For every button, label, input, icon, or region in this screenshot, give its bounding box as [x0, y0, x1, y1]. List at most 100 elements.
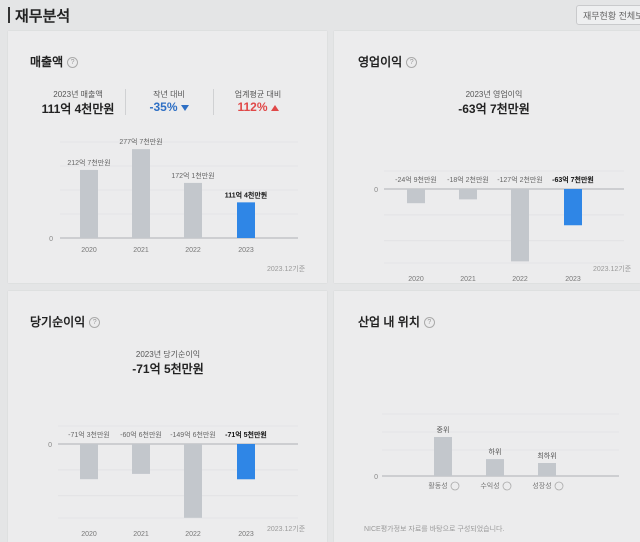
bar-2020: [407, 189, 425, 204]
bar-2022: [511, 189, 529, 262]
data-label: 277억 7천만원: [119, 137, 162, 146]
x-tick-label: 2023: [238, 247, 254, 254]
revenue-title-text: 매출액: [30, 55, 64, 69]
financial-overview-link[interactable]: 재무현황 전체보기: [576, 5, 640, 25]
data-label: 111억 4천만원: [225, 190, 268, 199]
yoy-value: -35%: [129, 100, 209, 114]
industry-avg-label: 업계평균 대비: [234, 90, 282, 99]
bar-2023: [237, 202, 255, 238]
help-icon: [450, 481, 460, 491]
title-accent-bar: [8, 7, 10, 23]
revenue-chart-plot: 0 212억 7천만원 2020 277억 7천만원 2021 172억 1천만원 2022…: [49, 137, 298, 254]
data-label: -24억 9천만원: [395, 175, 437, 184]
net-income-card: 당기순이익? 2023년 당기순이익 -71억 5천만원 0 -71억 3천만원 2…: [8, 291, 327, 542]
bar-2023: [564, 189, 582, 226]
page-header: 재무분석 재무현황 전체보기: [0, 0, 640, 30]
x-tick-label: 2023: [565, 276, 581, 281]
net-income-title-text: 당기순이익: [30, 315, 86, 329]
stat-divider: [125, 89, 126, 115]
x-tick-label: 2022: [185, 531, 201, 536]
x-tick-label: 2021: [133, 247, 149, 254]
bar-2022: [184, 182, 202, 238]
net-income-chart: 0 -71억 3천만원 2020 -60억 6천만원 2021 -149억 6천만원 202…: [48, 425, 298, 536]
x-tick-label: 2022: [185, 247, 201, 254]
data-label: -149억 6천만원: [170, 430, 216, 439]
bar-2021: [132, 444, 150, 474]
page-title: 재무분석: [15, 8, 71, 25]
y-tick-label: 0: [374, 474, 378, 481]
help-icon: [554, 481, 564, 491]
arrow-up-icon: [270, 104, 279, 111]
x-tick-label: 활동성: [428, 481, 447, 490]
bar-2022: [184, 444, 202, 518]
data-label: 212억 7천만원: [67, 158, 110, 167]
level-label: 중위: [437, 426, 450, 434]
y-tick-label: 0: [49, 236, 53, 243]
net-income-chart-plot: 0 -71억 3천만원 2020 -60억 6천만원 2021 -149억 6천만원 202…: [48, 425, 298, 536]
x-tick-label: 성장성: [532, 481, 551, 490]
x-tick-label: 2021: [460, 276, 476, 281]
net-income-summary-label: 2023년 당기순이익: [135, 350, 201, 359]
arrow-down-icon: [180, 104, 189, 111]
data-label: -71억 5천만원: [225, 430, 267, 439]
industry-position-title-text: 산업 내 위치: [358, 315, 420, 329]
x-tick-label: 2020: [408, 276, 424, 281]
bar-2020: [80, 169, 98, 238]
y-tick-label: 0: [374, 187, 378, 194]
data-label: -60억 6천만원: [120, 430, 162, 439]
basis-date-note: 2023.12기준: [593, 266, 632, 273]
data-label: -127억 2천만원: [497, 175, 543, 184]
revenue-title: 매출액?: [30, 53, 79, 70]
data-label: 172억 1천만원: [171, 171, 214, 180]
level-label: 최하위: [537, 451, 556, 460]
operating-income-chart: 0 -24억 9천만원 2020 -18억 2천만원 2021 -127억 2천만원 202…: [374, 170, 624, 281]
yoy-label: 작년 대비: [153, 90, 185, 99]
x-tick-label: 2020: [81, 531, 97, 536]
operating-income-summary-value: -63억 7천만원: [458, 102, 530, 116]
help-icon[interactable]: ?: [423, 317, 435, 329]
net-income-title: 당기순이익?: [30, 313, 101, 330]
basis-date-note: 2023.12기준: [267, 266, 306, 273]
operating-income-title-text: 영업이익: [358, 55, 403, 69]
help-icon[interactable]: ?: [89, 317, 101, 329]
revenue-stat-label: 2023년 매출액: [53, 90, 103, 99]
help-icon[interactable]: ?: [406, 57, 418, 69]
basis-date-note: 2023.12기준: [267, 526, 306, 533]
revenue-card: 매출액? 2023년 매출액 111억 4천만원 작년 대비 -35% 업계평균…: [8, 31, 327, 283]
level-label: 하위: [489, 447, 502, 456]
industry-avg-value-text: 112%: [237, 100, 268, 114]
bar-활동성: [434, 437, 452, 476]
x-tick-label: 2022: [512, 276, 528, 281]
bar-수익성: [486, 459, 504, 476]
revenue-stat-value: 111억 4천만원: [41, 102, 115, 116]
bar-2021: [459, 189, 477, 200]
x-tick-label: 2020: [81, 247, 97, 254]
data-label: -63억 7천만원: [552, 175, 594, 184]
revenue-chart: 0 212억 7천만원 2020 277억 7천만원 2021 172억 1천만원 2022…: [49, 137, 298, 254]
x-tick-label: 수익성: [480, 481, 499, 490]
operating-income-summary-label: 2023년 영업이익: [465, 90, 523, 99]
help-icon: [502, 481, 512, 491]
operating-income-card: 영업이익? 2023년 영업이익 -63억 7천만원 0 -24억 9천만원 202…: [334, 31, 640, 283]
operating-income-title: 영업이익?: [358, 53, 418, 70]
x-tick-label: 2023: [238, 531, 254, 536]
bar-2023: [237, 444, 255, 480]
operating-income-chart-plot: 0 -24억 9천만원 2020 -18억 2천만원 2021 -127억 2천만원 202…: [374, 170, 624, 281]
data-label: -18억 2천만원: [447, 175, 489, 184]
yoy-value-text: -35%: [149, 100, 178, 114]
help-icon[interactable]: ?: [67, 57, 79, 69]
y-tick-label: 0: [48, 442, 52, 449]
industry-avg-value: 112%: [218, 100, 298, 114]
bar-성장성: [538, 463, 556, 476]
bar-2021: [132, 149, 150, 238]
data-label: -71억 3천만원: [68, 430, 110, 439]
net-income-summary-value: -71억 5천만원: [132, 362, 204, 376]
industry-position-title: 산업 내 위치?: [358, 313, 435, 330]
x-tick-label: 2021: [133, 531, 149, 536]
stat-divider: [213, 89, 214, 115]
source-note: NICE평가정보 자료를 바탕으로 구성되었습니다.: [364, 526, 505, 533]
bar-2020: [80, 444, 98, 480]
